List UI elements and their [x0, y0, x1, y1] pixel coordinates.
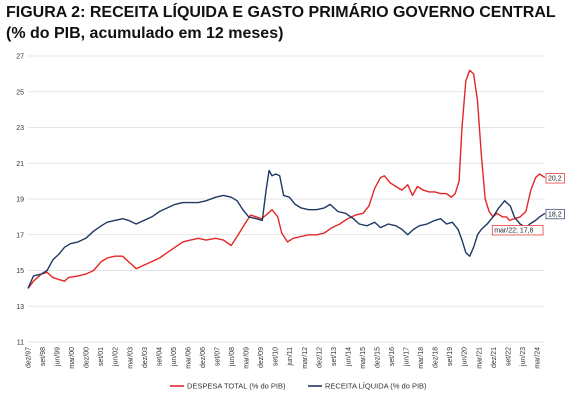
series-line-despesa	[27, 69, 546, 289]
data-label: 20,2	[548, 176, 562, 183]
x-tick-label: set/07	[215, 347, 222, 366]
series-lines	[27, 69, 546, 289]
x-tick-label: set/22	[505, 347, 512, 366]
x-tick-label: set/04	[156, 347, 163, 366]
x-tick-label: set/98	[40, 347, 47, 366]
x-tick-label: dez/15	[374, 347, 381, 368]
x-tick-label: dez/03	[142, 347, 149, 368]
x-tick-label: dez/21	[491, 347, 498, 368]
data-label-box	[491, 225, 544, 236]
x-tick-label: jun/11	[287, 347, 294, 367]
gridlines	[28, 55, 545, 343]
x-axis-ticks: dez/97 set/98 jun/99 mar/00 dez/00 set/01 jun/…	[26, 347, 542, 369]
x-tick-label: jun/20	[462, 347, 469, 367]
y-tick-label: 27	[16, 54, 24, 61]
x-tick-label: jun/23	[520, 347, 527, 367]
series-line-receita	[27, 169, 546, 289]
y-tick-label: 25	[16, 89, 24, 96]
y-tick-label: 17	[16, 232, 24, 239]
data-label: 18,2	[548, 211, 562, 218]
x-tick-label: mar/06	[185, 347, 192, 369]
data-labels: 20,2 18,2 mar/22; 17,8	[491, 173, 565, 236]
x-tick-label: dez/09	[258, 347, 265, 368]
y-tick-label: 23	[16, 125, 24, 132]
x-tick-label: set/13	[331, 347, 338, 366]
data-label-box	[545, 173, 565, 184]
x-tick-label: jun/05	[171, 347, 178, 367]
y-axis-ticks: 11 13 15 17 19 21 23 25 27	[16, 54, 24, 347]
x-tick-label: jun/99	[55, 347, 62, 367]
x-tick-label: mar/09	[244, 347, 251, 369]
x-tick-label: jun/02	[113, 347, 120, 367]
x-tick-label: jun/08	[229, 347, 236, 367]
x-tick-label: dez/97	[26, 347, 33, 368]
x-tick-label: jun/17	[404, 347, 411, 367]
x-tick-label: mar/03	[127, 347, 134, 369]
legend-label: DESPESA TOTAL (% do PIB)	[187, 382, 286, 391]
x-tick-label: mar/15	[360, 347, 367, 369]
legend-label: RECEITA LÍQUIDA (% do PIB)	[325, 382, 427, 391]
y-tick-label: 21	[16, 161, 24, 168]
y-tick-label: 11	[17, 340, 24, 347]
x-tick-label: jun/14	[345, 347, 352, 367]
x-tick-label: mar/00	[69, 347, 76, 369]
x-tick-label: mar/12	[302, 347, 309, 369]
x-tick-label: dez/06	[200, 347, 207, 368]
x-tick-label: mar/24	[534, 347, 541, 369]
x-tick-label: set/19	[447, 347, 454, 366]
data-label: mar/22; 17,8	[494, 227, 533, 234]
x-tick-label: set/16	[389, 347, 396, 366]
figure-title: FIGURA 2: RECEITA LÍQUIDA E GASTO PRIMÁR…	[6, 4, 556, 42]
y-tick-label: 15	[16, 268, 24, 275]
x-tick-label: set/10	[273, 347, 280, 366]
x-tick-label: set/01	[98, 347, 105, 366]
data-label-box	[545, 208, 565, 220]
legend: DESPESA TOTAL (% do PIB) RECEITA LÍQUIDA …	[170, 382, 427, 391]
x-tick-label: mar/18	[418, 347, 425, 369]
y-tick-label: 19	[16, 197, 24, 204]
x-tick-label: dez/18	[433, 347, 440, 368]
y-tick-label: 13	[16, 304, 24, 311]
x-tick-label: dez/00	[84, 347, 91, 368]
x-tick-label: mar/21	[476, 347, 483, 369]
x-tick-label: dez/12	[316, 347, 323, 368]
